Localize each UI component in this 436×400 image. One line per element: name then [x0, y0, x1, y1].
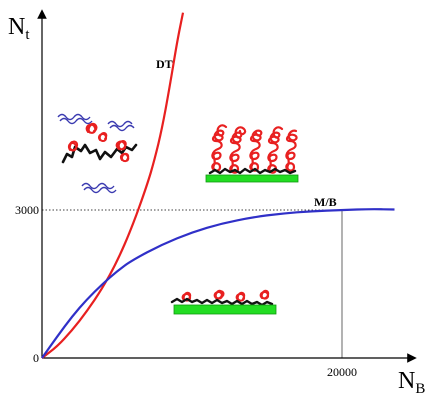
- side-chain-coil-icon: [211, 124, 298, 174]
- side-chain-coil-icon: [67, 122, 130, 163]
- substrate-surface: [205, 174, 299, 183]
- y-tick-label: 0: [33, 351, 39, 365]
- illustration-free-chains: [57, 113, 138, 194]
- substrate-surface: [173, 304, 277, 315]
- x-tick-label: 20000: [327, 365, 357, 379]
- illustration-dense-brush: [205, 124, 299, 183]
- series-label-mb: M/B: [314, 195, 337, 209]
- series-label-dt: DT: [156, 57, 173, 71]
- side-chain-coil-icon: [181, 289, 270, 302]
- backbone-chain-icon: [208, 167, 297, 175]
- illustration-sparse-brush: [170, 289, 277, 315]
- series-line-dt: [41, 12, 185, 359]
- y-tick-label: 3000: [15, 203, 39, 217]
- solvent-wave-icon: [57, 113, 135, 194]
- backbone-chain-icon: [170, 297, 274, 307]
- series-line-mb: [41, 208, 395, 359]
- x-axis-title: NB: [398, 368, 425, 397]
- y-axis-title: Nt: [8, 14, 30, 43]
